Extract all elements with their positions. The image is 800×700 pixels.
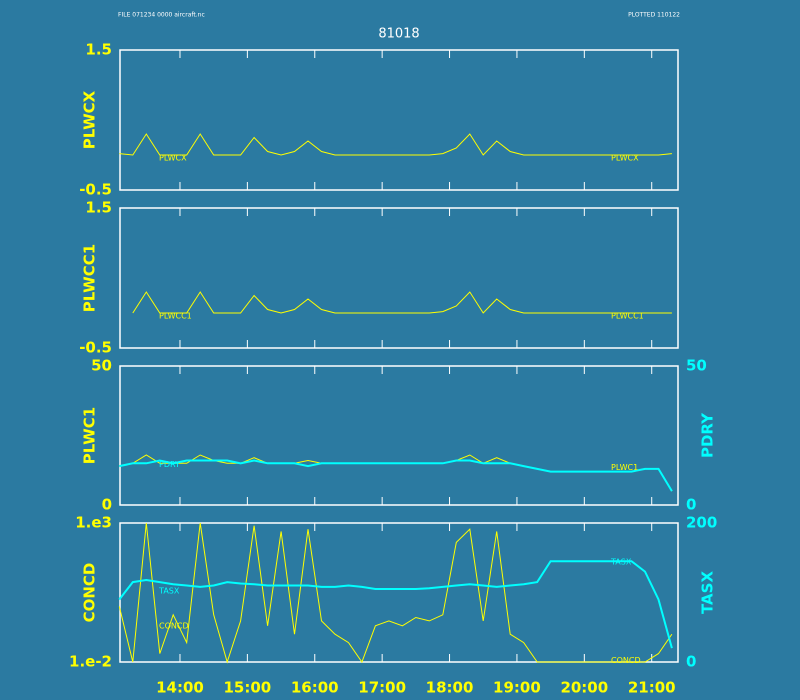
series-label: TASX bbox=[158, 587, 180, 596]
plot-frame bbox=[119, 365, 679, 506]
y-tick-label: 50 bbox=[91, 357, 112, 375]
series-label: TASX bbox=[610, 557, 632, 566]
x-tick-label: 16:00 bbox=[291, 679, 339, 697]
series-label: CONCD bbox=[159, 621, 189, 630]
y-tick-label: 0 bbox=[102, 496, 112, 514]
y-axis-label: PLWCC1 bbox=[81, 244, 99, 312]
series-label: PLWCC1 bbox=[611, 311, 644, 320]
x-tick-label: 17:00 bbox=[358, 679, 406, 697]
y-tick-label: 1.5 bbox=[85, 41, 112, 59]
y-axis-label: CONCD bbox=[81, 563, 99, 623]
plot-frame bbox=[119, 207, 679, 349]
x-tick-label: 14:00 bbox=[156, 679, 204, 697]
x-tick-label: 20:00 bbox=[560, 679, 608, 697]
chart-title: 81018 bbox=[378, 27, 419, 42]
plot-frame bbox=[119, 49, 679, 191]
series-label: PDRY bbox=[159, 460, 180, 469]
file-info: FILE 071234 0000 aircraft.nc bbox=[118, 12, 205, 19]
data-line bbox=[119, 459, 673, 492]
x-tick-label: 21:00 bbox=[628, 679, 676, 697]
data-line bbox=[118, 560, 673, 649]
plot-frame bbox=[119, 522, 679, 663]
data-line bbox=[119, 133, 672, 156]
series-label: PLWCC1 bbox=[159, 311, 192, 320]
y2-axis-label: TASX bbox=[699, 571, 717, 614]
x-tick-label: 18:00 bbox=[426, 679, 474, 697]
data-line bbox=[132, 291, 672, 314]
y2-tick-label: 0 bbox=[686, 496, 696, 514]
series-label: PLWCX bbox=[159, 153, 187, 162]
y-axis-label: PLWCX bbox=[81, 90, 99, 149]
y-tick-label: 1.e-2 bbox=[69, 653, 112, 671]
series-label: PLWCX bbox=[611, 153, 639, 162]
data-line bbox=[118, 522, 673, 664]
y-tick-label: -0.5 bbox=[79, 339, 112, 357]
y-tick-label: -0.5 bbox=[79, 181, 112, 199]
y2-axis-label: PDRY bbox=[699, 412, 717, 458]
series-label: CONCD bbox=[611, 656, 641, 665]
x-tick-label: 15:00 bbox=[223, 679, 271, 697]
series-label: PLWC1 bbox=[611, 463, 638, 472]
y-axis-label: PLWC1 bbox=[81, 407, 99, 464]
y2-tick-label: 200 bbox=[686, 514, 717, 532]
y-tick-label: 1.e3 bbox=[75, 514, 112, 532]
y2-tick-label: 50 bbox=[686, 357, 707, 375]
plot-info: PLOTTED 110122 bbox=[628, 12, 680, 19]
x-tick-label: 19:00 bbox=[493, 679, 541, 697]
y-tick-label: 1.5 bbox=[85, 199, 112, 217]
y2-tick-label: 0 bbox=[686, 653, 696, 671]
